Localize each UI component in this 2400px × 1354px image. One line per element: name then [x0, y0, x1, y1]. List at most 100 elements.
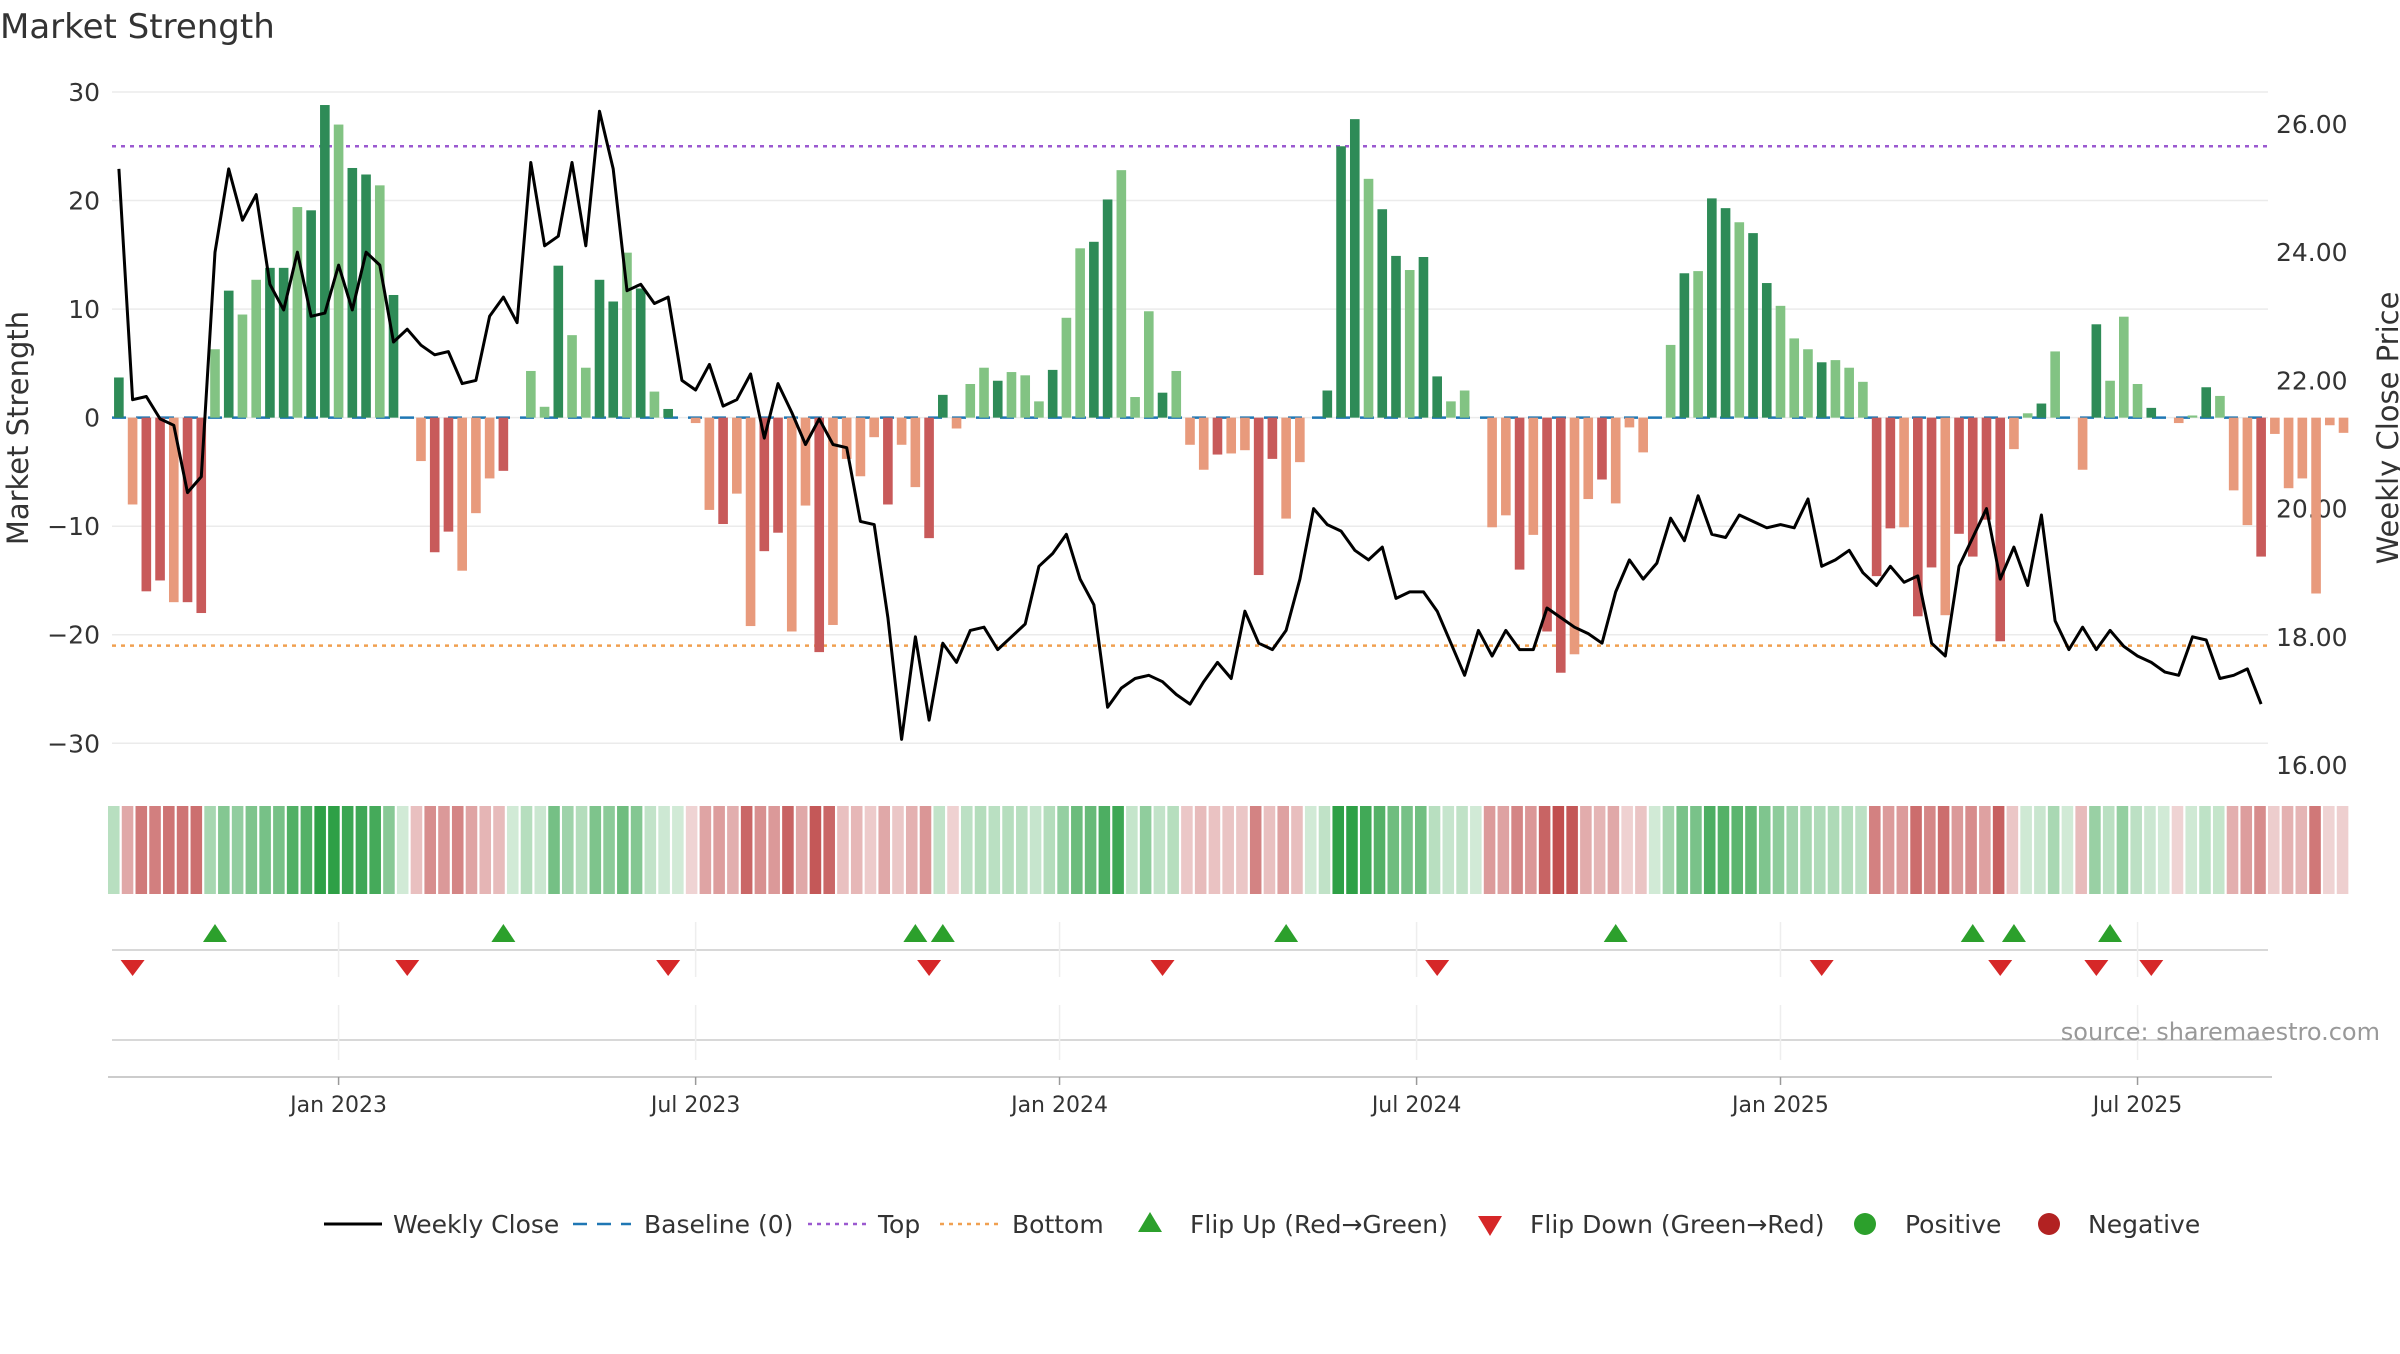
heat-cell: [1291, 806, 1303, 894]
heat-cell: [1758, 806, 1771, 894]
strength-bar: [2132, 383, 2143, 418]
strength-bar: [539, 406, 550, 418]
flip-up-marker: [202, 924, 227, 942]
heat-cell: [1813, 806, 1826, 894]
heat-cell: [1016, 806, 1028, 894]
heat-cell: [1153, 806, 1166, 894]
strength-bar: [1185, 417, 1195, 445]
strength-bar: [1830, 360, 1841, 418]
heat-cell: [960, 806, 973, 894]
heat-cell: [383, 806, 395, 894]
heat-cell: [2061, 806, 2074, 894]
flip-up-marker: [2098, 924, 2123, 942]
heat-cell: [1112, 806, 1124, 894]
strength-bar: [2119, 316, 2129, 418]
heat-cell: [2309, 806, 2321, 894]
heat-cell: [1745, 806, 1757, 894]
heat-cell: [2185, 806, 2198, 894]
heat-cell: [2116, 806, 2129, 894]
strength-bar: [828, 417, 838, 625]
heat-cell: [1731, 806, 1743, 894]
heat-cell: [1428, 806, 1441, 894]
heat-cell: [1800, 806, 1812, 894]
strength-bar: [594, 279, 605, 418]
heat-cell: [988, 806, 1001, 894]
strength-bar: [2283, 417, 2294, 489]
heat-cell: [1827, 806, 1840, 894]
x-axis: Jan 2023 Jul 2023 Jan 2024 Jul 2024 Jan 2025…: [108, 1076, 2272, 1118]
right-tick-label: 26.00: [2276, 110, 2348, 139]
left-axis-ticks: 30 20 10 0 −10 −20 −30: [47, 78, 100, 758]
strength-bar: [1130, 397, 1140, 418]
heat-cell: [919, 806, 932, 894]
strength-bar: [800, 417, 811, 506]
strength-bar: [2201, 387, 2212, 418]
heat-cell: [589, 806, 602, 894]
heat-cell: [424, 806, 436, 894]
weekly-close-polyline: [117, 109, 2263, 741]
heat-cell: [603, 806, 615, 894]
strength-bar: [443, 417, 454, 532]
flip-up-marker: [930, 924, 955, 942]
heat-cell: [1772, 806, 1785, 894]
strength-bar: [2256, 417, 2266, 557]
strength-bar: [1954, 417, 1964, 534]
strength-bar: [910, 417, 921, 488]
strength-bar: [649, 391, 660, 418]
heat-cell: [314, 806, 326, 894]
heat-cell: [713, 806, 725, 894]
heat-cell: [286, 806, 299, 894]
strength-bar: [333, 124, 344, 418]
strength-bar: [1679, 273, 1690, 418]
legend-label: Positive: [1905, 1210, 2001, 1239]
strength-bar: [1885, 417, 1896, 529]
flip-down-marker: [1809, 960, 1834, 976]
strength-bar: [1816, 362, 1827, 418]
strength-bar: [416, 417, 426, 462]
heat-cell: [892, 806, 904, 894]
heat-cell: [355, 806, 368, 894]
strength-bar: [223, 290, 234, 418]
right-tick-label: 16.00: [2276, 751, 2348, 780]
weekly-close-line: [117, 109, 2263, 741]
strength-bar: [1377, 209, 1388, 418]
heat-cell: [1552, 806, 1565, 894]
flip-up-marker: [2001, 924, 2026, 942]
heat-cell: [451, 806, 464, 894]
right-axis-label: Weekly Close Price: [2371, 292, 2400, 565]
heat-cell: [575, 806, 588, 894]
strength-bar: [196, 417, 207, 614]
strength-bar: [155, 417, 165, 581]
strength-bar: [979, 367, 989, 418]
heat-cell: [1332, 806, 1345, 894]
legend-label: Negative: [2088, 1210, 2200, 1239]
heat-cell: [1538, 806, 1551, 894]
heat-cell: [204, 806, 216, 894]
heat-cell: [1098, 806, 1111, 894]
left-tick-label: 0: [84, 404, 100, 433]
flip-down-marker: [917, 960, 942, 976]
strength-bars: [114, 105, 2349, 673]
strength-bar: [1143, 311, 1154, 418]
heat-cell: [1580, 806, 1592, 894]
strength-bar: [704, 417, 715, 510]
heat-cell: [1208, 806, 1221, 894]
heat-cell: [1924, 806, 1936, 894]
heat-cell: [149, 806, 161, 894]
right-tick-label: 22.00: [2276, 366, 2348, 395]
strength-bar: [1404, 270, 1415, 418]
strength-bar: [278, 267, 289, 418]
heat-cell: [2336, 806, 2349, 894]
heat-cell: [1249, 806, 1262, 894]
flip-down-marker: [1150, 960, 1175, 976]
heat-cell: [341, 806, 354, 894]
heat-cell: [1593, 806, 1606, 894]
strength-bar: [1432, 376, 1442, 418]
flip-down-marker: [120, 960, 145, 976]
heat-cell: [1786, 806, 1799, 894]
strength-bar: [1583, 417, 1594, 500]
heat-cell: [685, 806, 698, 894]
heat-cell: [135, 806, 148, 894]
heat-cell: [1181, 806, 1193, 894]
right-tick-label: 18.00: [2276, 623, 2348, 652]
